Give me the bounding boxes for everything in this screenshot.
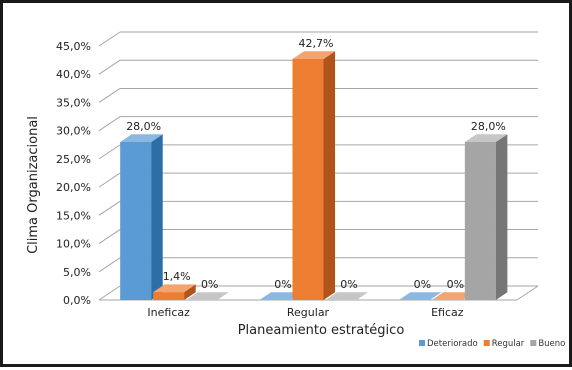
bar-deteriorado-eficaz: 0% bbox=[398, 278, 442, 300]
x-axis-title: Planeamiento estratégico bbox=[238, 323, 405, 338]
y-tick-label: 20,0% bbox=[56, 181, 91, 194]
gridline-wall bbox=[98, 31, 121, 47]
y-tick-label: 5,0% bbox=[63, 266, 91, 279]
bar-bueno-eficaz: 28,0% bbox=[464, 120, 508, 300]
legend-item-regular: Regular bbox=[483, 339, 525, 349]
bar-front bbox=[464, 141, 496, 300]
gridline-wall bbox=[98, 116, 121, 132]
bar-side bbox=[151, 134, 163, 300]
y-tick-label: 0,0% bbox=[63, 294, 91, 307]
data-label: 0% bbox=[414, 278, 431, 291]
bar-bueno-ineficaz: 0% bbox=[186, 278, 229, 300]
bar-top bbox=[325, 292, 369, 300]
bar-top bbox=[259, 292, 303, 300]
gridline-wall bbox=[98, 285, 121, 301]
bar-top bbox=[292, 51, 336, 59]
y-axis-ticks: 0,0% 5,0% 10,0% 15,0% 20,0% 25,0% 30,0% 35,0% 40… bbox=[56, 40, 91, 307]
bars: 28,0% 1,4% 0% 0% 42,7% 0% 0% 0% 28,0% bbox=[120, 37, 508, 300]
bar-regular-ineficaz: 1,4% bbox=[153, 270, 196, 300]
bar-regular-regular: 42,7% bbox=[292, 37, 336, 300]
legend-item-deteriorado: Deteriorado bbox=[419, 339, 478, 349]
x-tick-label: Ineficaz bbox=[147, 306, 190, 319]
bar-deteriorado-regular: 0% bbox=[259, 278, 303, 300]
legend-swatch bbox=[530, 340, 537, 346]
bar-front bbox=[153, 292, 185, 300]
x-axis-categories: Ineficaz Regular Eficaz bbox=[147, 306, 463, 319]
gridline-wall bbox=[98, 172, 121, 188]
gridline-wall bbox=[98, 200, 121, 216]
y-tick-label: 25,0% bbox=[56, 153, 91, 166]
y-tick-label: 30,0% bbox=[56, 125, 91, 138]
bar-chart-3d: 0,0% 5,0% 10,0% 15,0% 20,0% 25,0% 30,0% 35,0% 40… bbox=[26, 31, 565, 349]
bar-top bbox=[153, 284, 196, 293]
data-label: 0% bbox=[274, 278, 291, 291]
y-tick-label: 40,0% bbox=[56, 68, 91, 81]
y-axis-title: Clima Organizacional bbox=[26, 116, 41, 254]
x-tick-label: Eficaz bbox=[431, 306, 464, 319]
legend-label: Deteriorado bbox=[427, 339, 478, 349]
bar-side bbox=[184, 284, 196, 300]
bar-front bbox=[292, 58, 324, 300]
data-label: 0% bbox=[201, 278, 218, 291]
y-tick-label: 10,0% bbox=[56, 238, 91, 251]
bar-deteriorado-ineficaz: 28,0% bbox=[120, 120, 163, 300]
gridline-wall bbox=[98, 229, 121, 244]
bar-side bbox=[495, 134, 508, 300]
data-label: 0% bbox=[340, 278, 357, 291]
bar-front bbox=[120, 141, 152, 300]
y-tick-label: 45,0% bbox=[56, 40, 91, 53]
y-tick-label: 35,0% bbox=[56, 96, 91, 109]
gridline-wall bbox=[98, 88, 121, 103]
gridline-wall bbox=[98, 144, 121, 160]
bar-top bbox=[464, 134, 508, 142]
bar-side bbox=[323, 51, 336, 300]
data-label: 1,4% bbox=[163, 270, 191, 283]
data-label: 28,0% bbox=[126, 120, 161, 133]
legend-label: Bueno bbox=[538, 339, 565, 349]
legend-swatch bbox=[419, 340, 425, 346]
data-label: 42,7% bbox=[299, 37, 334, 50]
legend-swatch bbox=[483, 340, 490, 346]
data-label: 28,0% bbox=[471, 120, 506, 133]
data-label: 0% bbox=[447, 278, 464, 291]
bar-top bbox=[120, 134, 163, 142]
bar-top bbox=[431, 292, 475, 300]
y-tick-label: 15,0% bbox=[56, 209, 91, 222]
bar-bueno-regular: 0% bbox=[325, 278, 369, 300]
legend-item-bueno: Bueno bbox=[530, 339, 565, 349]
gridline-wall bbox=[98, 59, 121, 75]
bar-regular-eficaz: 0% bbox=[431, 278, 475, 300]
gridline-wall bbox=[98, 257, 121, 273]
legend-label: Regular bbox=[492, 339, 525, 349]
bar-top bbox=[186, 292, 229, 300]
x-tick-label: Regular bbox=[287, 306, 330, 319]
bar-top bbox=[398, 292, 442, 300]
legend: Deteriorado Regular Bueno bbox=[419, 339, 565, 349]
floor-side-edge bbox=[516, 285, 539, 301]
